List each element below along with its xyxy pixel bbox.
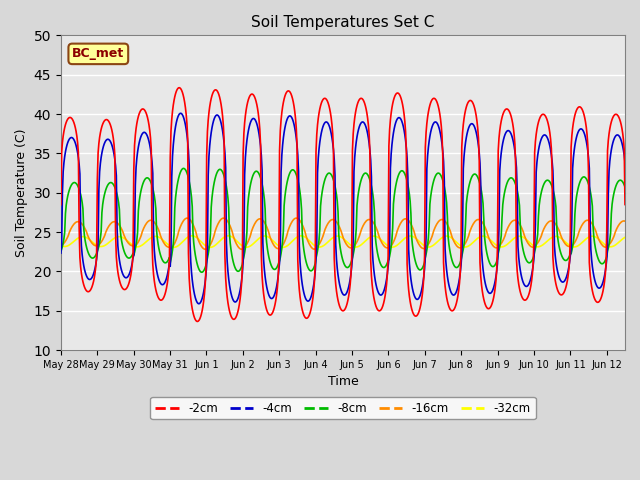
Legend: -2cm, -4cm, -8cm, -16cm, -32cm: -2cm, -4cm, -8cm, -16cm, -32cm (150, 397, 536, 420)
Text: BC_met: BC_met (72, 48, 124, 60)
X-axis label: Time: Time (328, 375, 358, 388)
Title: Soil Temperatures Set C: Soil Temperatures Set C (252, 15, 435, 30)
Y-axis label: Soil Temperature (C): Soil Temperature (C) (15, 129, 28, 257)
